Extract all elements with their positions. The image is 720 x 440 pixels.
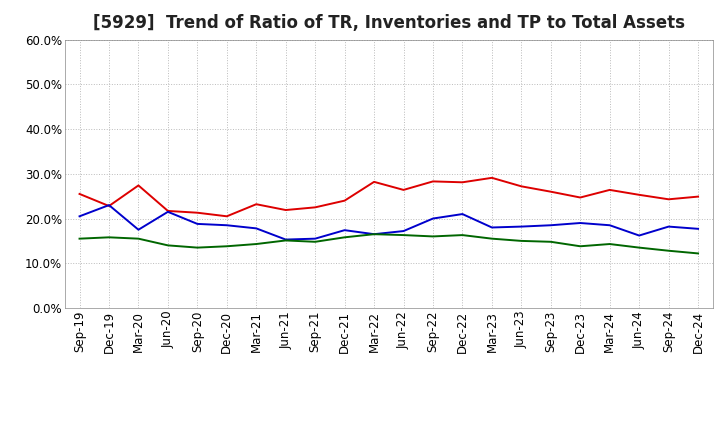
Inventories (341, 227, 349, 233)
Trade Payables (458, 232, 467, 238)
Trade Payables (134, 236, 143, 241)
Inventories (576, 220, 585, 226)
Trade Receivables (635, 192, 644, 198)
Inventories (458, 211, 467, 216)
Inventories (694, 226, 703, 231)
Trade Payables (576, 244, 585, 249)
Trade Receivables (487, 175, 496, 180)
Trade Payables (341, 235, 349, 240)
Inventories (635, 233, 644, 238)
Trade Payables (517, 238, 526, 244)
Trade Receivables (458, 180, 467, 185)
Trade Payables (222, 244, 231, 249)
Trade Payables (193, 245, 202, 250)
Inventories (606, 223, 614, 228)
Trade Payables (428, 234, 437, 239)
Inventories (487, 225, 496, 230)
Trade Receivables (311, 205, 320, 210)
Inventories (546, 223, 555, 228)
Trade Receivables (665, 197, 673, 202)
Inventories (428, 216, 437, 221)
Trade Payables (252, 242, 261, 247)
Trade Payables (694, 251, 703, 256)
Trade Payables (487, 236, 496, 241)
Trade Payables (282, 238, 290, 243)
Inventories (370, 231, 379, 237)
Line: Trade Receivables: Trade Receivables (79, 178, 698, 216)
Trade Payables (75, 236, 84, 241)
Inventories (311, 236, 320, 241)
Line: Inventories: Inventories (79, 205, 698, 239)
Inventories (399, 228, 408, 234)
Trade Receivables (282, 207, 290, 213)
Title: [5929]  Trend of Ratio of TR, Inventories and TP to Total Assets: [5929] Trend of Ratio of TR, Inventories… (93, 15, 685, 33)
Trade Receivables (252, 202, 261, 207)
Inventories (282, 237, 290, 242)
Trade Receivables (163, 208, 172, 213)
Trade Payables (635, 245, 644, 250)
Trade Receivables (193, 210, 202, 215)
Trade Receivables (576, 195, 585, 200)
Trade Receivables (694, 194, 703, 199)
Trade Payables (606, 242, 614, 247)
Inventories (193, 221, 202, 227)
Line: Trade Payables: Trade Payables (79, 234, 698, 253)
Trade Receivables (606, 187, 614, 193)
Trade Payables (311, 239, 320, 245)
Trade Receivables (399, 187, 408, 193)
Trade Payables (665, 248, 673, 253)
Inventories (665, 224, 673, 229)
Trade Payables (370, 231, 379, 237)
Trade Payables (163, 243, 172, 248)
Trade Receivables (546, 189, 555, 194)
Trade Receivables (222, 214, 231, 219)
Inventories (75, 214, 84, 219)
Trade Payables (104, 235, 113, 240)
Trade Receivables (134, 183, 143, 188)
Inventories (252, 226, 261, 231)
Inventories (104, 202, 113, 208)
Trade Payables (399, 232, 408, 238)
Trade Receivables (75, 191, 84, 197)
Trade Receivables (341, 198, 349, 203)
Inventories (134, 227, 143, 232)
Trade Receivables (104, 203, 113, 209)
Trade Receivables (428, 179, 437, 184)
Trade Receivables (370, 179, 379, 184)
Inventories (517, 224, 526, 229)
Inventories (163, 209, 172, 214)
Inventories (222, 223, 231, 228)
Trade Payables (546, 239, 555, 245)
Trade Receivables (517, 183, 526, 189)
